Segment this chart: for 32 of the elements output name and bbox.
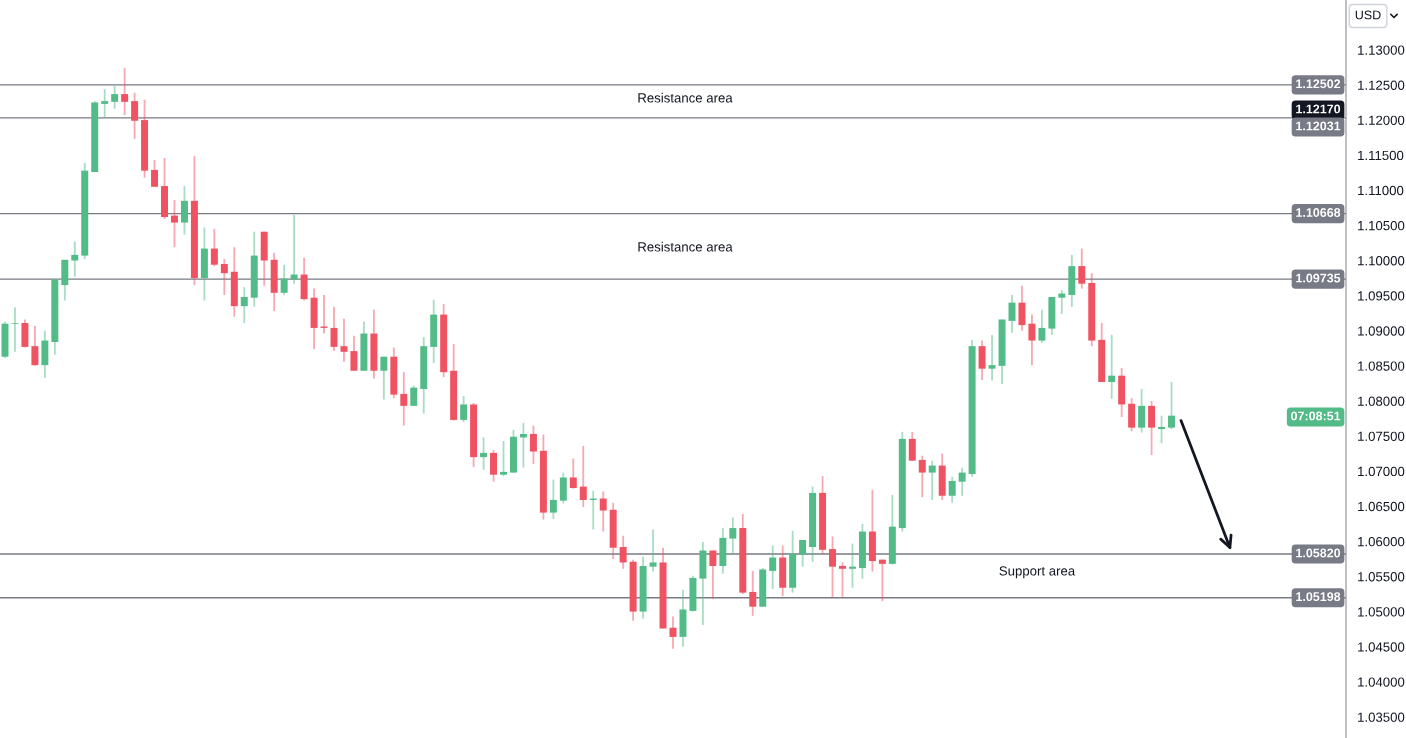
- text: USD: [1355, 10, 1381, 20]
- y-tick-label: 1.11000: [1358, 185, 1404, 196]
- y-tick-label: 1.10000: [1358, 256, 1405, 266]
- ref-line-label: 1.12031: [1296, 121, 1341, 131]
- annotation: Support area: [999, 566, 1076, 579]
- y-tick-label: 1.07500: [1358, 431, 1405, 441]
- y-tick-label: 1.13000: [1358, 45, 1405, 55]
- annotation: 1.12170: [1296, 104, 1341, 114]
- y-tick-label: 1.03500: [1358, 712, 1405, 722]
- y-tick-label: 1.11500: [1358, 150, 1404, 161]
- y-tick-label: 1.04500: [1358, 642, 1405, 652]
- y-tick-label: 1.06500: [1358, 501, 1405, 512]
- annotation: 07:08:51: [1291, 411, 1341, 421]
- ref-line-label: 1.09735: [1296, 273, 1341, 283]
- y-tick-label: 1.07000: [1358, 466, 1405, 477]
- annotation: Resistance area: [638, 92, 733, 103]
- ref-line-label: 1.05198: [1296, 592, 1341, 602]
- y-tick-label: 1.05000: [1358, 607, 1405, 617]
- ref-line-label: 1.10668: [1296, 208, 1341, 217]
- y-tick-label: 1.06000: [1358, 536, 1405, 547]
- y-tick-label: 1.08500: [1358, 361, 1405, 371]
- ref-line-label: 1.05820: [1296, 548, 1341, 558]
- y-tick-label: 1.04000: [1358, 677, 1405, 687]
- y-tick-label: 1.12000: [1358, 115, 1405, 125]
- annotation: Resistance area: [638, 241, 733, 252]
- y-tick-label: 1.09000: [1358, 326, 1405, 336]
- y-tick-label: 1.10500: [1358, 220, 1405, 231]
- y-tick-label: 1.08000: [1358, 396, 1405, 406]
- y-tick-label: 1.05500: [1358, 572, 1405, 582]
- y-tick-label: 1.12500: [1358, 80, 1405, 90]
- y-tick-label: 1.09500: [1358, 291, 1405, 301]
- ref-line-label: 1.12502: [1296, 79, 1341, 89]
